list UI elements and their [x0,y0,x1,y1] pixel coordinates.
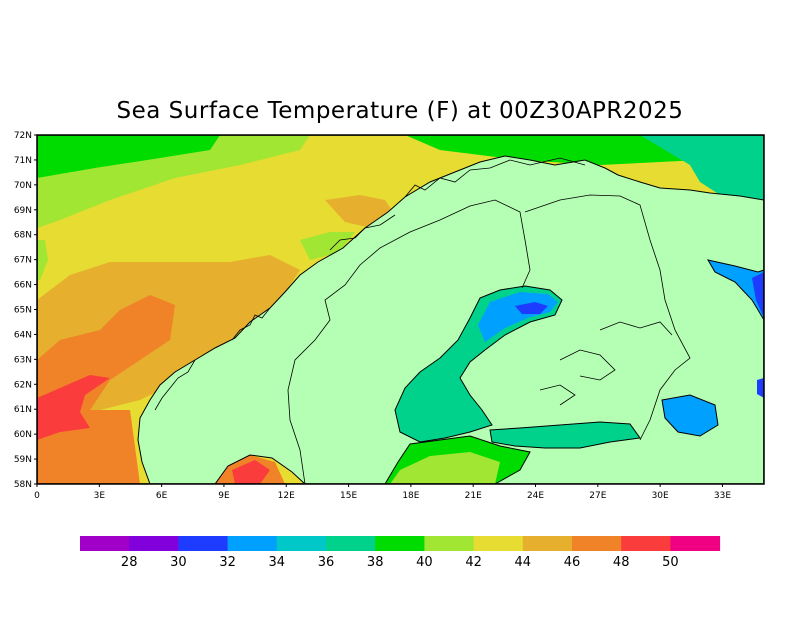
lon-tick-label: 9E [218,491,230,501]
lat-tick-label: 61N [14,405,32,415]
scandinavia-land [137,155,764,484]
colorbar-swatch [572,536,622,551]
colorbar-swatch [129,536,179,551]
colorbar-swatch [276,536,327,551]
map-title: Sea Surface Temperature (F) at 00Z30APR2… [116,98,684,124]
sst-band-50 [37,375,110,440]
colorbar-label: 38 [367,555,384,570]
lat-tick-label: 65N [14,306,32,316]
colorbar-swatch [227,536,278,551]
sst-band-48 [37,295,175,484]
lat-tick-label: 66N [14,281,32,291]
colorbar-swatch [424,536,475,551]
lat-tick-label: 62N [14,380,32,390]
lat-tick-label: 67N [14,256,32,266]
colorbar-label: 30 [170,555,187,570]
lat-tick-label: 70N [14,181,32,191]
colorbar-swatch [621,536,671,551]
lon-tick-label: 21E [465,491,482,501]
bothnian-bay-coldest [515,302,548,314]
colorbar-label: 44 [515,555,532,570]
colorbar-swatch [473,536,524,551]
lon-tick-label: 18E [402,491,419,501]
lat-tick-label: 69N [14,206,32,216]
longitude-axis: 0 3E 6E 9E 12E 15E 18E 21E 24E 27E 30E 33E [34,484,731,501]
colorbar: 28 30 32 34 36 38 40 42 44 46 48 50 [80,536,721,570]
colorbar-label: 50 [662,555,679,570]
colorbar-label: 48 [613,555,630,570]
lon-tick-label: 6E [156,491,168,501]
colorbar-swatch [522,536,573,551]
white-sea [706,259,764,321]
colorbar-label: 40 [416,555,433,570]
colorbar-label: 28 [121,555,138,570]
lon-tick-label: 12E [278,491,295,501]
lake-ladoga [661,394,719,437]
lon-tick-label: 3E [94,491,106,501]
sst-band-40-north [37,135,220,178]
lat-tick-label: 68N [14,231,32,241]
colorbar-label: 42 [465,555,482,570]
sst-patch-42-coast [300,232,355,260]
lat-tick-label: 59N [14,455,32,465]
gulf-of-finland [489,421,641,449]
lon-tick-label: 30E [652,491,669,501]
colorbar-label: 36 [318,555,335,570]
colorbar-swatch [326,536,376,551]
colorbar-label: 34 [269,555,286,570]
white-sea-cold [752,272,764,318]
baltic-south-warm [390,452,500,484]
latitude-axis: 58N 59N 60N 61N 62N 63N 64N 65N 66N 67N 68N 69N 70N 7… [14,131,37,490]
lat-tick-label: 64N [14,330,32,340]
lat-tick-label: 58N [14,480,32,490]
sst-band-50-skagerrak [232,460,270,484]
colorbar-swatch [670,536,721,551]
sst-band-38-northeast [640,135,764,205]
lat-tick-label: 72N [14,131,32,141]
colorbar-label: 46 [564,555,581,570]
colorbar-label: 32 [219,555,236,570]
sst-field [37,135,764,484]
coastline-details [154,157,673,411]
lat-tick-label: 71N [14,156,32,166]
sst-band-42-west [37,240,48,280]
lon-tick-label: 27E [589,491,606,501]
colorbar-swatch [375,536,425,551]
sst-band-40-barents [405,135,720,165]
lon-tick-label: 0 [34,491,40,501]
onega-cold [757,378,764,398]
country-borders [287,194,691,484]
colorbar-swatch [80,536,130,551]
lon-tick-label: 24E [527,491,544,501]
lon-tick-label: 15E [340,491,357,501]
lon-tick-label: 33E [714,491,731,501]
lat-tick-label: 60N [14,430,32,440]
gulf-of-bothnia [394,285,563,443]
lat-tick-label: 63N [14,355,32,365]
colorbar-swatch [178,536,229,551]
